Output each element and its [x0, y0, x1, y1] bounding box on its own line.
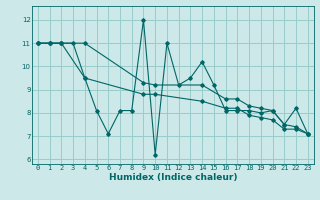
X-axis label: Humidex (Indice chaleur): Humidex (Indice chaleur): [108, 173, 237, 182]
